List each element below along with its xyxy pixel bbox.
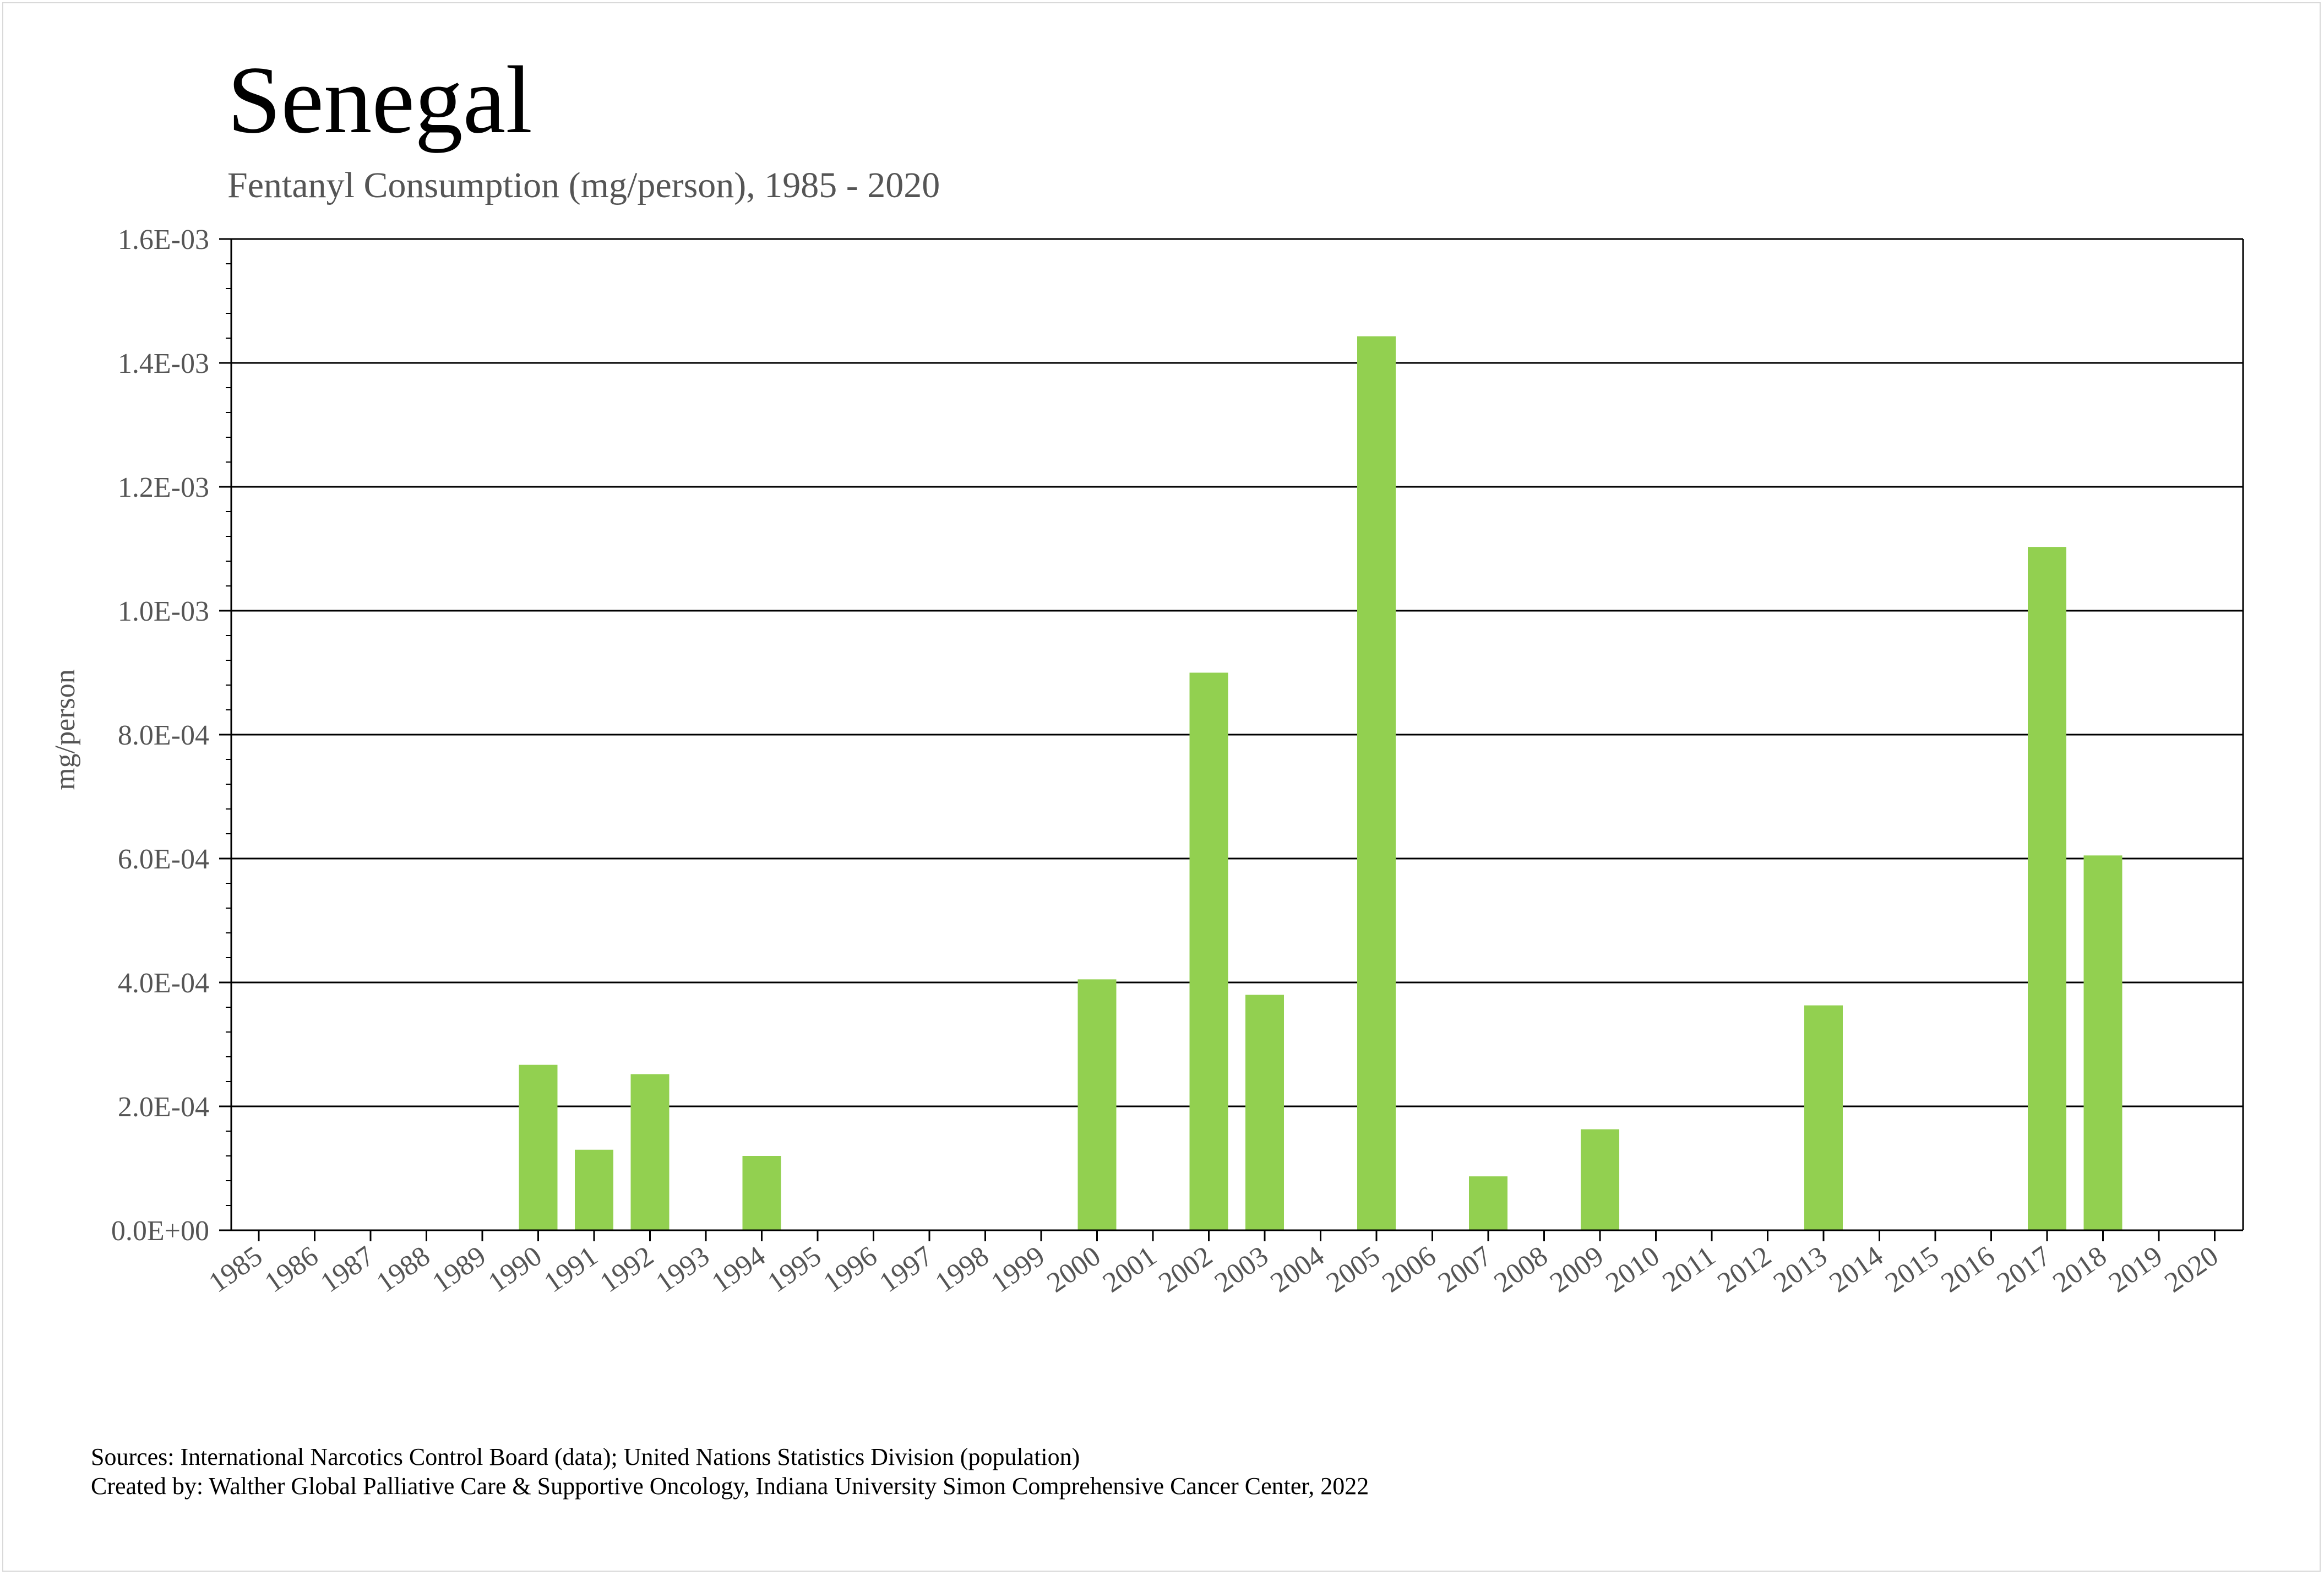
- x-tick-label: 2014: [1824, 1240, 1888, 1299]
- y-tick-label: 1.4E-03: [118, 348, 209, 379]
- x-tick-label: 2007: [1433, 1240, 1498, 1299]
- x-tick-label: 2013: [1768, 1240, 1833, 1299]
- x-tick-label: 2005: [1321, 1240, 1386, 1299]
- y-tick-label: 2.0E-04: [118, 1091, 209, 1123]
- x-tick-label: 2009: [1544, 1240, 1609, 1299]
- x-tick-label: 2011: [1657, 1240, 1721, 1298]
- y-tick-label: 1.6E-03: [118, 224, 209, 256]
- bar-2003: [1245, 995, 1284, 1230]
- x-tick-label: 2004: [1265, 1240, 1330, 1299]
- x-tick-label: 2020: [2159, 1240, 2224, 1299]
- gridlines: [231, 238, 2243, 1107]
- x-tick-label: 2006: [1376, 1240, 1441, 1299]
- bar-1991: [575, 1149, 613, 1230]
- bar-2013: [1804, 1005, 1843, 1230]
- x-tick-label: 1988: [371, 1240, 436, 1299]
- x-tick-label: 2008: [1488, 1240, 1553, 1299]
- x-tick-label: 1996: [818, 1240, 883, 1299]
- x-tick-label: 1991: [538, 1240, 603, 1299]
- y-tick-label: 0.0E+00: [111, 1215, 209, 1247]
- x-tick-label: 1992: [594, 1240, 659, 1299]
- x-tick-label: 1997: [874, 1240, 939, 1299]
- x-tick-label: 1999: [986, 1240, 1051, 1299]
- x-tick-label: 2015: [1880, 1240, 1945, 1299]
- bar-1992: [630, 1074, 670, 1230]
- x-tick-label: 2001: [1097, 1240, 1162, 1299]
- x-tick-label: 1995: [762, 1240, 827, 1299]
- y-tick-label: 8.0E-04: [118, 720, 209, 751]
- sources-note: Sources: International Narcotics Control…: [91, 1443, 1080, 1470]
- bar-1994: [742, 1156, 781, 1230]
- bar-2018: [2083, 855, 2122, 1230]
- x-tick-label: 1994: [706, 1240, 771, 1299]
- x-tick-label: 2012: [1712, 1240, 1777, 1299]
- y-tick-label: 4.0E-04: [118, 968, 209, 999]
- y-tick-labels: 0.0E+00 2.0E-04 4.0E-04 6.0E-04 8.0E-04 1.0E-…: [111, 224, 209, 1247]
- bar-2007: [1469, 1176, 1507, 1230]
- x-tick-label: 2018: [2047, 1240, 2112, 1299]
- x-tick-label: 1986: [259, 1240, 324, 1299]
- x-tick-label: 1993: [650, 1240, 715, 1299]
- chart-title: Senegal: [227, 46, 532, 153]
- axes: [219, 238, 2244, 1241]
- x-tick-labels: 1985198619871988198919901991199219931994…: [203, 1240, 2224, 1299]
- x-tick-label: 1985: [203, 1240, 268, 1299]
- y-tick-label: 1.2E-03: [118, 472, 209, 503]
- bars: [519, 336, 2122, 1230]
- x-tick-label: 1998: [929, 1240, 994, 1299]
- bar-2000: [1077, 979, 1117, 1230]
- bar-1990: [519, 1065, 558, 1230]
- bar-2017: [2028, 547, 2066, 1230]
- x-tick-label: 1990: [482, 1240, 547, 1299]
- created-by-note: Created by: Walther Global Palliative Ca…: [91, 1473, 1369, 1500]
- y-tick-label: 1.0E-03: [118, 596, 209, 627]
- x-tick-label: 2002: [1153, 1240, 1218, 1299]
- x-tick-label: 2019: [2103, 1240, 2168, 1299]
- x-tick-label: 1987: [315, 1240, 380, 1299]
- chart-subtitle: Fentanyl Consumption (mg/person), 1985 -…: [227, 165, 940, 205]
- x-tick-label: 2003: [1209, 1240, 1274, 1299]
- y-tick-label: 6.0E-04: [118, 844, 209, 875]
- x-tick-label: 2017: [1991, 1240, 2056, 1299]
- bar-2009: [1581, 1129, 1619, 1230]
- x-tick-label: 2000: [1041, 1240, 1106, 1299]
- x-tick-label: 1989: [427, 1240, 492, 1299]
- bar-2002: [1189, 672, 1228, 1230]
- x-tick-label: 2016: [1935, 1240, 2000, 1299]
- bar-2005: [1357, 336, 1396, 1230]
- y-axis-label: mg/person: [50, 669, 81, 790]
- x-tick-label: 2010: [1600, 1240, 1665, 1299]
